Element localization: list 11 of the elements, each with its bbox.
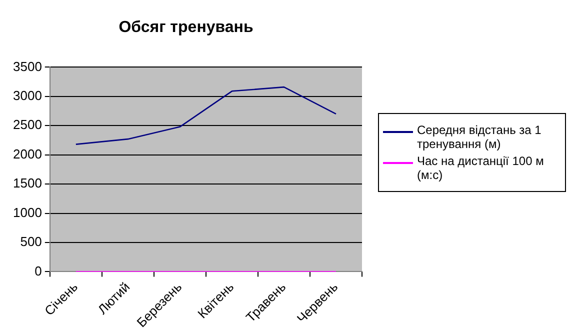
- y-tick-label: 3000: [13, 88, 42, 103]
- y-tick-label: 2000: [13, 146, 42, 162]
- y-tick-label: 0: [34, 263, 42, 278]
- y-tick-label: 2500: [13, 117, 42, 132]
- y-tick-label: 500: [20, 234, 42, 250]
- y-tick-label: 1500: [13, 176, 42, 191]
- chart-title: Обсяг тренувань: [118, 19, 254, 36]
- legend-label: Час на дистанції 100 м (м:с): [417, 154, 545, 182]
- y-tick-label: 1000: [13, 204, 42, 220]
- y-tick-label: 3500: [13, 58, 42, 74]
- legend-label: Середня відстань за 1 тренування (м): [417, 123, 542, 151]
